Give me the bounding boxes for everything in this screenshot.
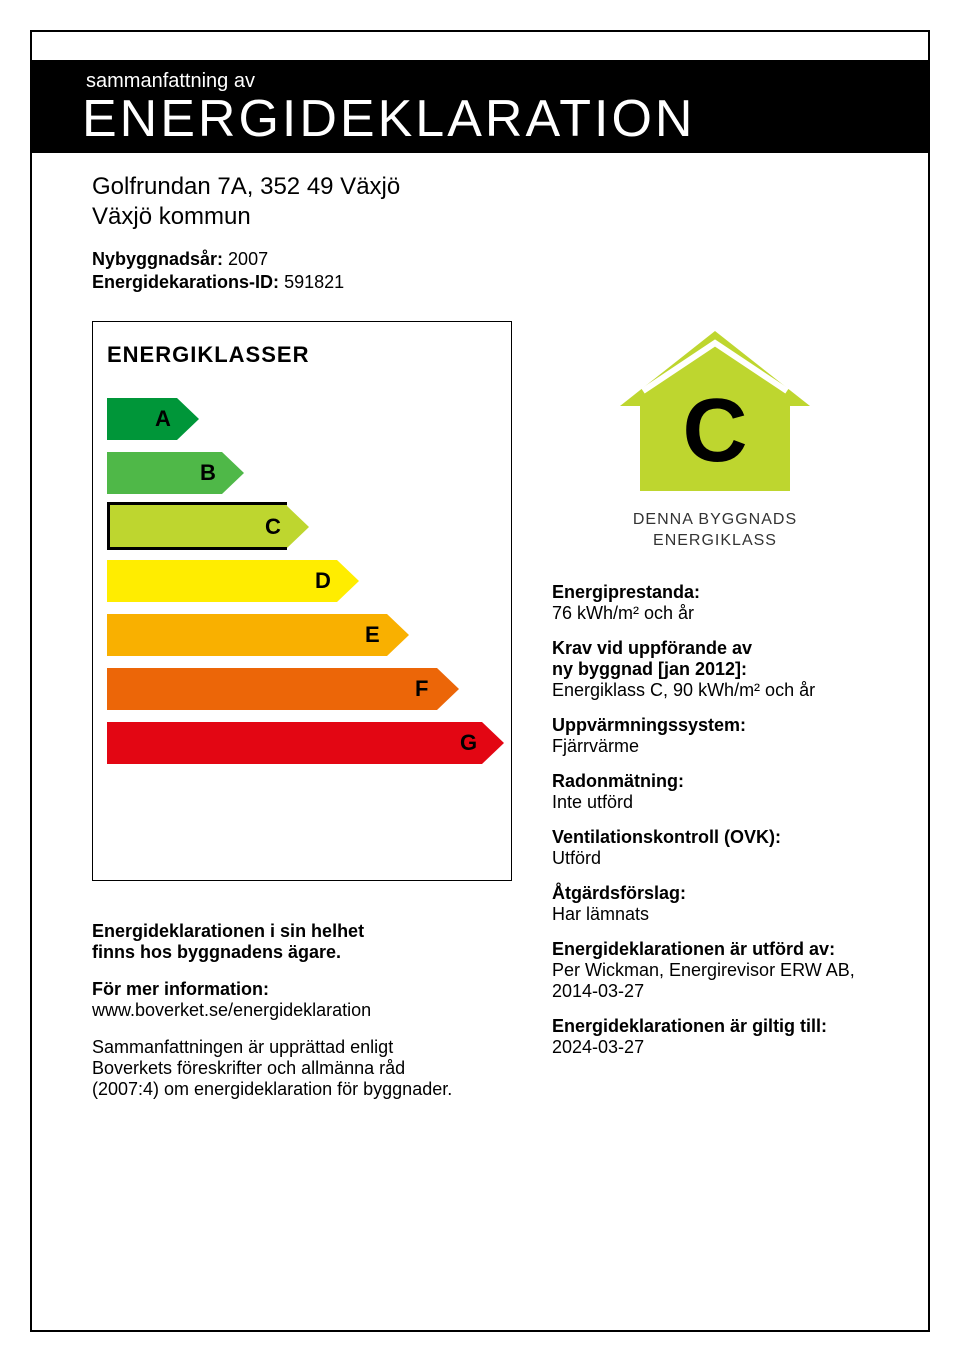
energy-arrow-label: F [415,676,428,702]
requirement: Krav vid uppförande av ny byggnad [jan 2… [552,638,878,701]
house-icon: C [615,321,815,501]
address: Golfrundan 7A, 352 49 Växjö [92,173,878,201]
house-caption: DENNA BYGGNADS ENERGIKLASS [552,510,878,552]
energy-arrow-b: B [107,452,244,494]
declaration-id-value: 591821 [284,272,344,292]
document-frame: sammanfattning av ENERGIDEKLARATION Golf… [30,30,930,1332]
energy-classes-title: ENERGIKLASSER [107,342,497,368]
more-info: För mer information: www.boverket.se/ene… [92,979,512,1021]
energy-arrow-d: D [107,560,359,602]
valid-until: Energideklarationen är giltig till: 2024… [552,1016,878,1058]
energy-performance: Energiprestanda: 76 kWh/m² och år [552,582,878,624]
energy-arrow-a: A [107,398,199,440]
municipality: Växjö kommun [92,203,878,231]
svg-text:C: C [683,381,748,481]
energy-arrow-label: B [200,460,216,486]
owner-note: Energideklarationen i sin helhet finns h… [92,921,512,963]
house-rating-block: C DENNA BYGGNADS ENERGIKLASS [552,321,878,552]
radon: Radonmätning: Inte utförd [552,771,878,813]
energy-arrow-label: D [315,568,331,594]
energy-arrow-label: E [365,622,380,648]
energy-arrow-g: G [107,722,504,764]
header-title: ENERGIDEKLARATION [82,93,928,145]
build-year-label: Nybyggnadsår: [92,249,223,269]
more-info-url: www.boverket.se/energideklaration [92,1000,371,1020]
declaration-id-label: Energidekarations-ID: [92,272,279,292]
header-band: sammanfattning av ENERGIDEKLARATION [32,60,928,153]
heating-system: Uppvärmningssystem: Fjärrvärme [552,715,878,757]
summary-note: Sammanfattningen är upprättad enligt Bov… [92,1037,512,1100]
energy-arrow-label: G [460,730,477,756]
energy-arrow-f: F [107,668,459,710]
energy-classes-box: ENERGIKLASSER A B C D E [92,321,512,881]
energy-arrow-c: C [107,506,309,548]
ovk: Ventilationskontroll (OVK): Utförd [552,827,878,869]
performed-by: Energideklarationen är utförd av: Per Wi… [552,939,878,1002]
energy-arrow-e: E [107,614,409,656]
energy-arrows: A B C D E F G [107,398,497,764]
energy-arrow-label: A [155,406,171,432]
build-year-line: Nybyggnadsår: 2007 [92,249,878,270]
build-year-value: 2007 [228,249,268,269]
atgard: Åtgärdsförslag: Har lämnats [552,883,878,925]
declaration-id-line: Energidekarations-ID: 591821 [92,272,878,293]
energy-arrow-label: C [265,514,281,540]
